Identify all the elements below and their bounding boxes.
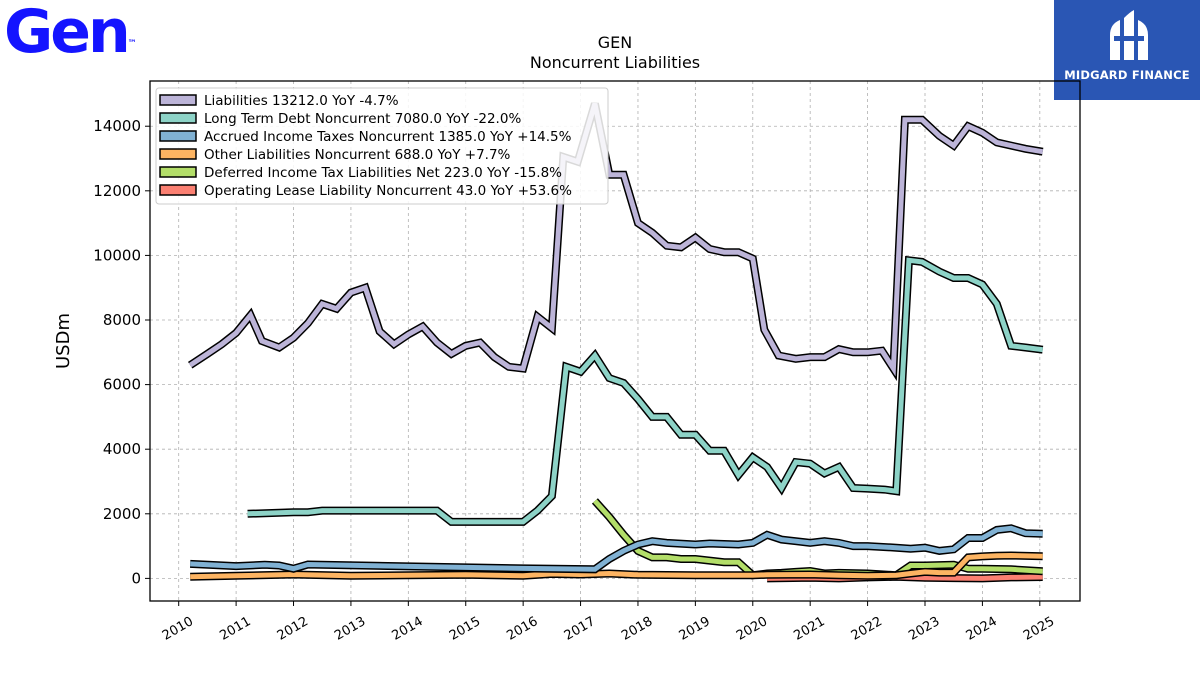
chart-title: GEN [598,33,632,52]
midgard-emblem-icon [1110,10,1148,60]
y-tick-label: 12000 [93,182,141,200]
x-tick-label: 2024 [964,614,1000,644]
gen-logo-text: Gen [4,0,131,67]
x-tick-label: 2010 [160,614,196,644]
y-tick-label: 14000 [93,117,141,135]
legend-label: Deferred Income Tax Liabilities Net 223.… [204,165,562,181]
legend-swatch [159,94,197,106]
legend: Liabilities 13212.0 YoY -4.7% Long Term D… [155,87,609,205]
legend-swatch [159,148,197,160]
x-tick-label: 2022 [849,614,885,644]
x-tick-label: 2011 [217,614,253,644]
legend-swatch [159,112,197,124]
x-tick-label: 2016 [504,614,540,644]
series-line [247,257,1044,525]
legend-swatch [159,130,197,142]
x-tick-label: 2020 [734,614,770,644]
series-line [190,525,1043,572]
x-tick-label: 2025 [1021,614,1057,644]
legend-swatch [159,166,197,178]
midgard-logo-text: MIDGARD FINANCE [1064,68,1190,82]
chart-subtitle: Noncurrent Liabilities [530,53,700,72]
x-tick-label: 2013 [332,614,368,644]
y-tick-label: 6000 [103,376,141,394]
trademark-mark: ™ [127,39,137,49]
series-layer [188,102,1044,583]
legend-label: Accrued Income Taxes Noncurrent 1385.0 Y… [204,129,572,145]
x-tick-label: 2017 [562,614,598,644]
series-line [188,102,1044,377]
x-tick-label: 2019 [677,614,713,644]
legend-label: Liabilities 13212.0 YoY -4.7% [204,93,399,109]
x-tick-label: 2012 [275,614,311,644]
midgard-finance-logo: MIDGARD FINANCE [1054,0,1200,100]
legend-swatch [159,184,197,196]
gen-logo: Gen™ [4,0,137,64]
y-tick-label: 10000 [93,246,141,264]
x-tick-label: 2021 [791,614,827,644]
x-tick-label: 2014 [390,614,426,644]
legend-label: Long Term Debt Noncurrent 7080.0 YoY -22… [204,111,521,127]
x-tick-label: 2015 [447,614,483,644]
legend-box [155,87,609,205]
legend-label: Operating Lease Liability Noncurrent 43.… [204,183,572,199]
plot-frame [149,80,1081,602]
y-tick-label: 0 [131,569,141,587]
series-line [190,552,1043,580]
y-tick-label: 4000 [103,440,141,458]
legend-label: Other Liabilities Noncurrent 688.0 YoY +… [204,147,511,163]
x-tick-label: 2018 [619,614,655,644]
x-tick-label: 2023 [906,614,942,644]
y-tick-label: 8000 [103,311,141,329]
y-tick-label: 2000 [103,505,141,523]
y-axis-label: USDm [53,313,74,369]
